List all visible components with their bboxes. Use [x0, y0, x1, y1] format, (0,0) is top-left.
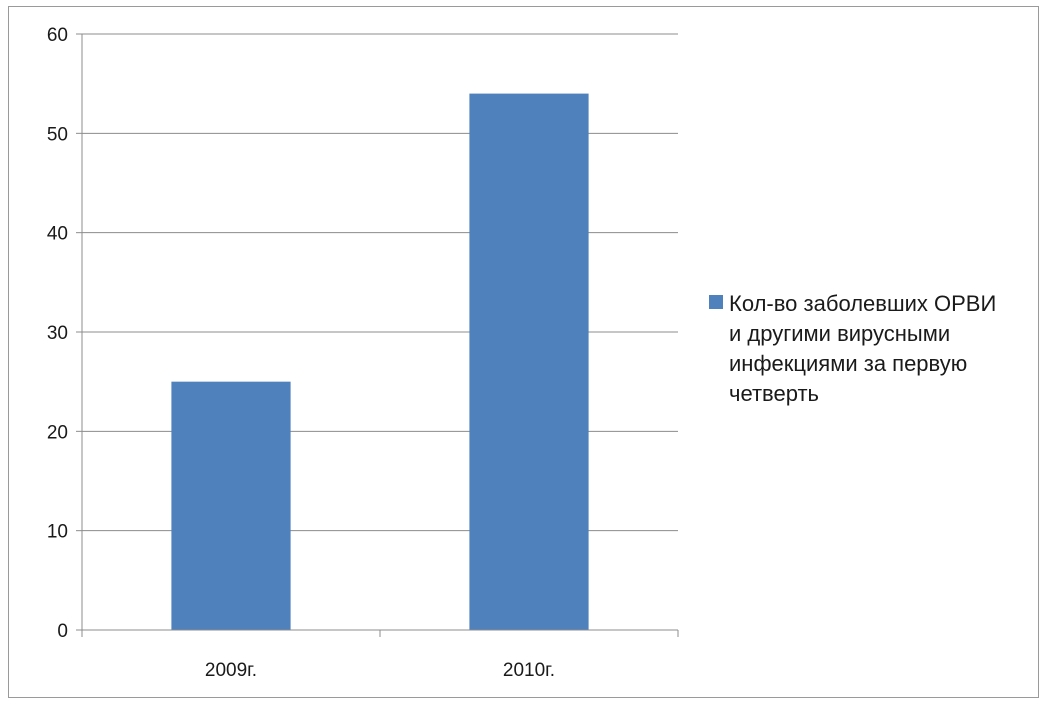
y-tick-label: 60 [47, 25, 68, 46]
legend-label-line: четверть [729, 381, 819, 406]
y-tick-labels: 0 10 20 30 40 50 60 [47, 25, 68, 642]
legend-label-line: инфекциями за первую [729, 351, 967, 376]
y-tick-label: 10 [47, 522, 68, 543]
legend-label: Кол-во заболевших ОРВИ и другими вирусным… [729, 291, 996, 406]
y-tick-label: 20 [47, 422, 68, 443]
legend-label-line: Кол-во заболевших ОРВИ [729, 291, 996, 316]
x-tick-label: 2009г. [205, 660, 257, 681]
x-tick-label: 2010г. [503, 660, 555, 681]
chart-frame: 0 10 20 30 40 50 60 2009г. 2010г. Кол-во заболе… [8, 6, 1039, 698]
y-tick-label: 40 [47, 224, 68, 245]
axes [76, 33, 679, 637]
y-tick-label: 0 [57, 621, 68, 642]
y-tick-label: 50 [47, 124, 68, 145]
bar-1 [469, 93, 589, 631]
bars [171, 93, 589, 631]
legend-swatch [709, 295, 723, 309]
bar-chart: 0 10 20 30 40 50 60 2009г. 2010г. Кол-во заболе… [47, 25, 996, 681]
legend-label-line: и другими вирусными [729, 321, 950, 346]
legend: Кол-во заболевших ОРВИ и другими вирусным… [709, 291, 996, 406]
bar-0 [171, 381, 291, 630]
y-tick-label: 30 [47, 323, 68, 344]
x-tick-labels: 2009г. 2010г. [205, 660, 555, 681]
